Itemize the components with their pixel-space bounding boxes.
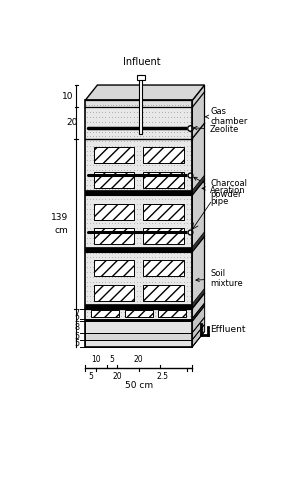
Bar xyxy=(143,172,184,188)
Polygon shape xyxy=(192,324,204,347)
Bar xyxy=(85,190,192,196)
Bar xyxy=(94,228,134,244)
Bar xyxy=(85,318,192,322)
Text: 7: 7 xyxy=(74,309,79,318)
Text: 5: 5 xyxy=(74,339,79,348)
Bar xyxy=(85,100,192,347)
Bar xyxy=(139,76,142,134)
Polygon shape xyxy=(192,318,204,340)
Bar xyxy=(85,322,192,332)
Bar xyxy=(94,285,134,301)
Text: 5: 5 xyxy=(109,355,114,364)
Polygon shape xyxy=(192,85,204,347)
Bar xyxy=(94,260,134,276)
Bar xyxy=(158,310,186,318)
Text: 20: 20 xyxy=(134,355,143,364)
Polygon shape xyxy=(192,293,204,318)
Text: 50 cm: 50 cm xyxy=(125,381,153,390)
Text: Aeration
pipe: Aeration pipe xyxy=(194,177,246,206)
Text: 5: 5 xyxy=(88,372,93,381)
Bar xyxy=(85,308,192,318)
Bar xyxy=(125,310,153,318)
Text: 10: 10 xyxy=(91,355,101,364)
Polygon shape xyxy=(192,288,204,308)
Bar xyxy=(85,332,192,340)
Text: Effluent: Effluent xyxy=(210,325,245,334)
Bar xyxy=(94,172,134,188)
Text: 139: 139 xyxy=(51,214,68,222)
Text: Influent: Influent xyxy=(123,57,161,67)
Text: Soil
mixture: Soil mixture xyxy=(196,268,243,288)
Bar xyxy=(143,204,184,220)
Bar xyxy=(85,340,192,347)
Bar xyxy=(85,247,192,252)
Text: Zeolite: Zeolite xyxy=(194,125,239,134)
Bar xyxy=(137,75,145,80)
Bar xyxy=(85,100,192,107)
Bar xyxy=(143,260,184,276)
Bar xyxy=(143,285,184,301)
Bar xyxy=(91,310,119,318)
Bar xyxy=(143,147,184,163)
Bar xyxy=(85,108,192,138)
Text: 8: 8 xyxy=(74,322,79,332)
Text: Charcoal
powder: Charcoal powder xyxy=(202,180,247,199)
Text: 20: 20 xyxy=(112,372,122,381)
Polygon shape xyxy=(192,232,204,252)
Polygon shape xyxy=(192,306,204,332)
Polygon shape xyxy=(192,303,204,322)
Bar xyxy=(85,100,192,347)
Bar xyxy=(94,204,134,220)
Text: 20: 20 xyxy=(66,118,77,128)
Bar xyxy=(143,228,184,244)
Text: cm: cm xyxy=(55,226,68,235)
Text: 2: 2 xyxy=(74,316,79,324)
Polygon shape xyxy=(85,85,204,100)
Polygon shape xyxy=(192,175,204,196)
Bar xyxy=(94,147,134,163)
Text: 5: 5 xyxy=(74,332,79,340)
Text: 2.5: 2.5 xyxy=(157,372,169,381)
Text: 10: 10 xyxy=(62,92,74,100)
Bar xyxy=(85,304,192,308)
Text: Gas
chamber: Gas chamber xyxy=(204,107,247,126)
